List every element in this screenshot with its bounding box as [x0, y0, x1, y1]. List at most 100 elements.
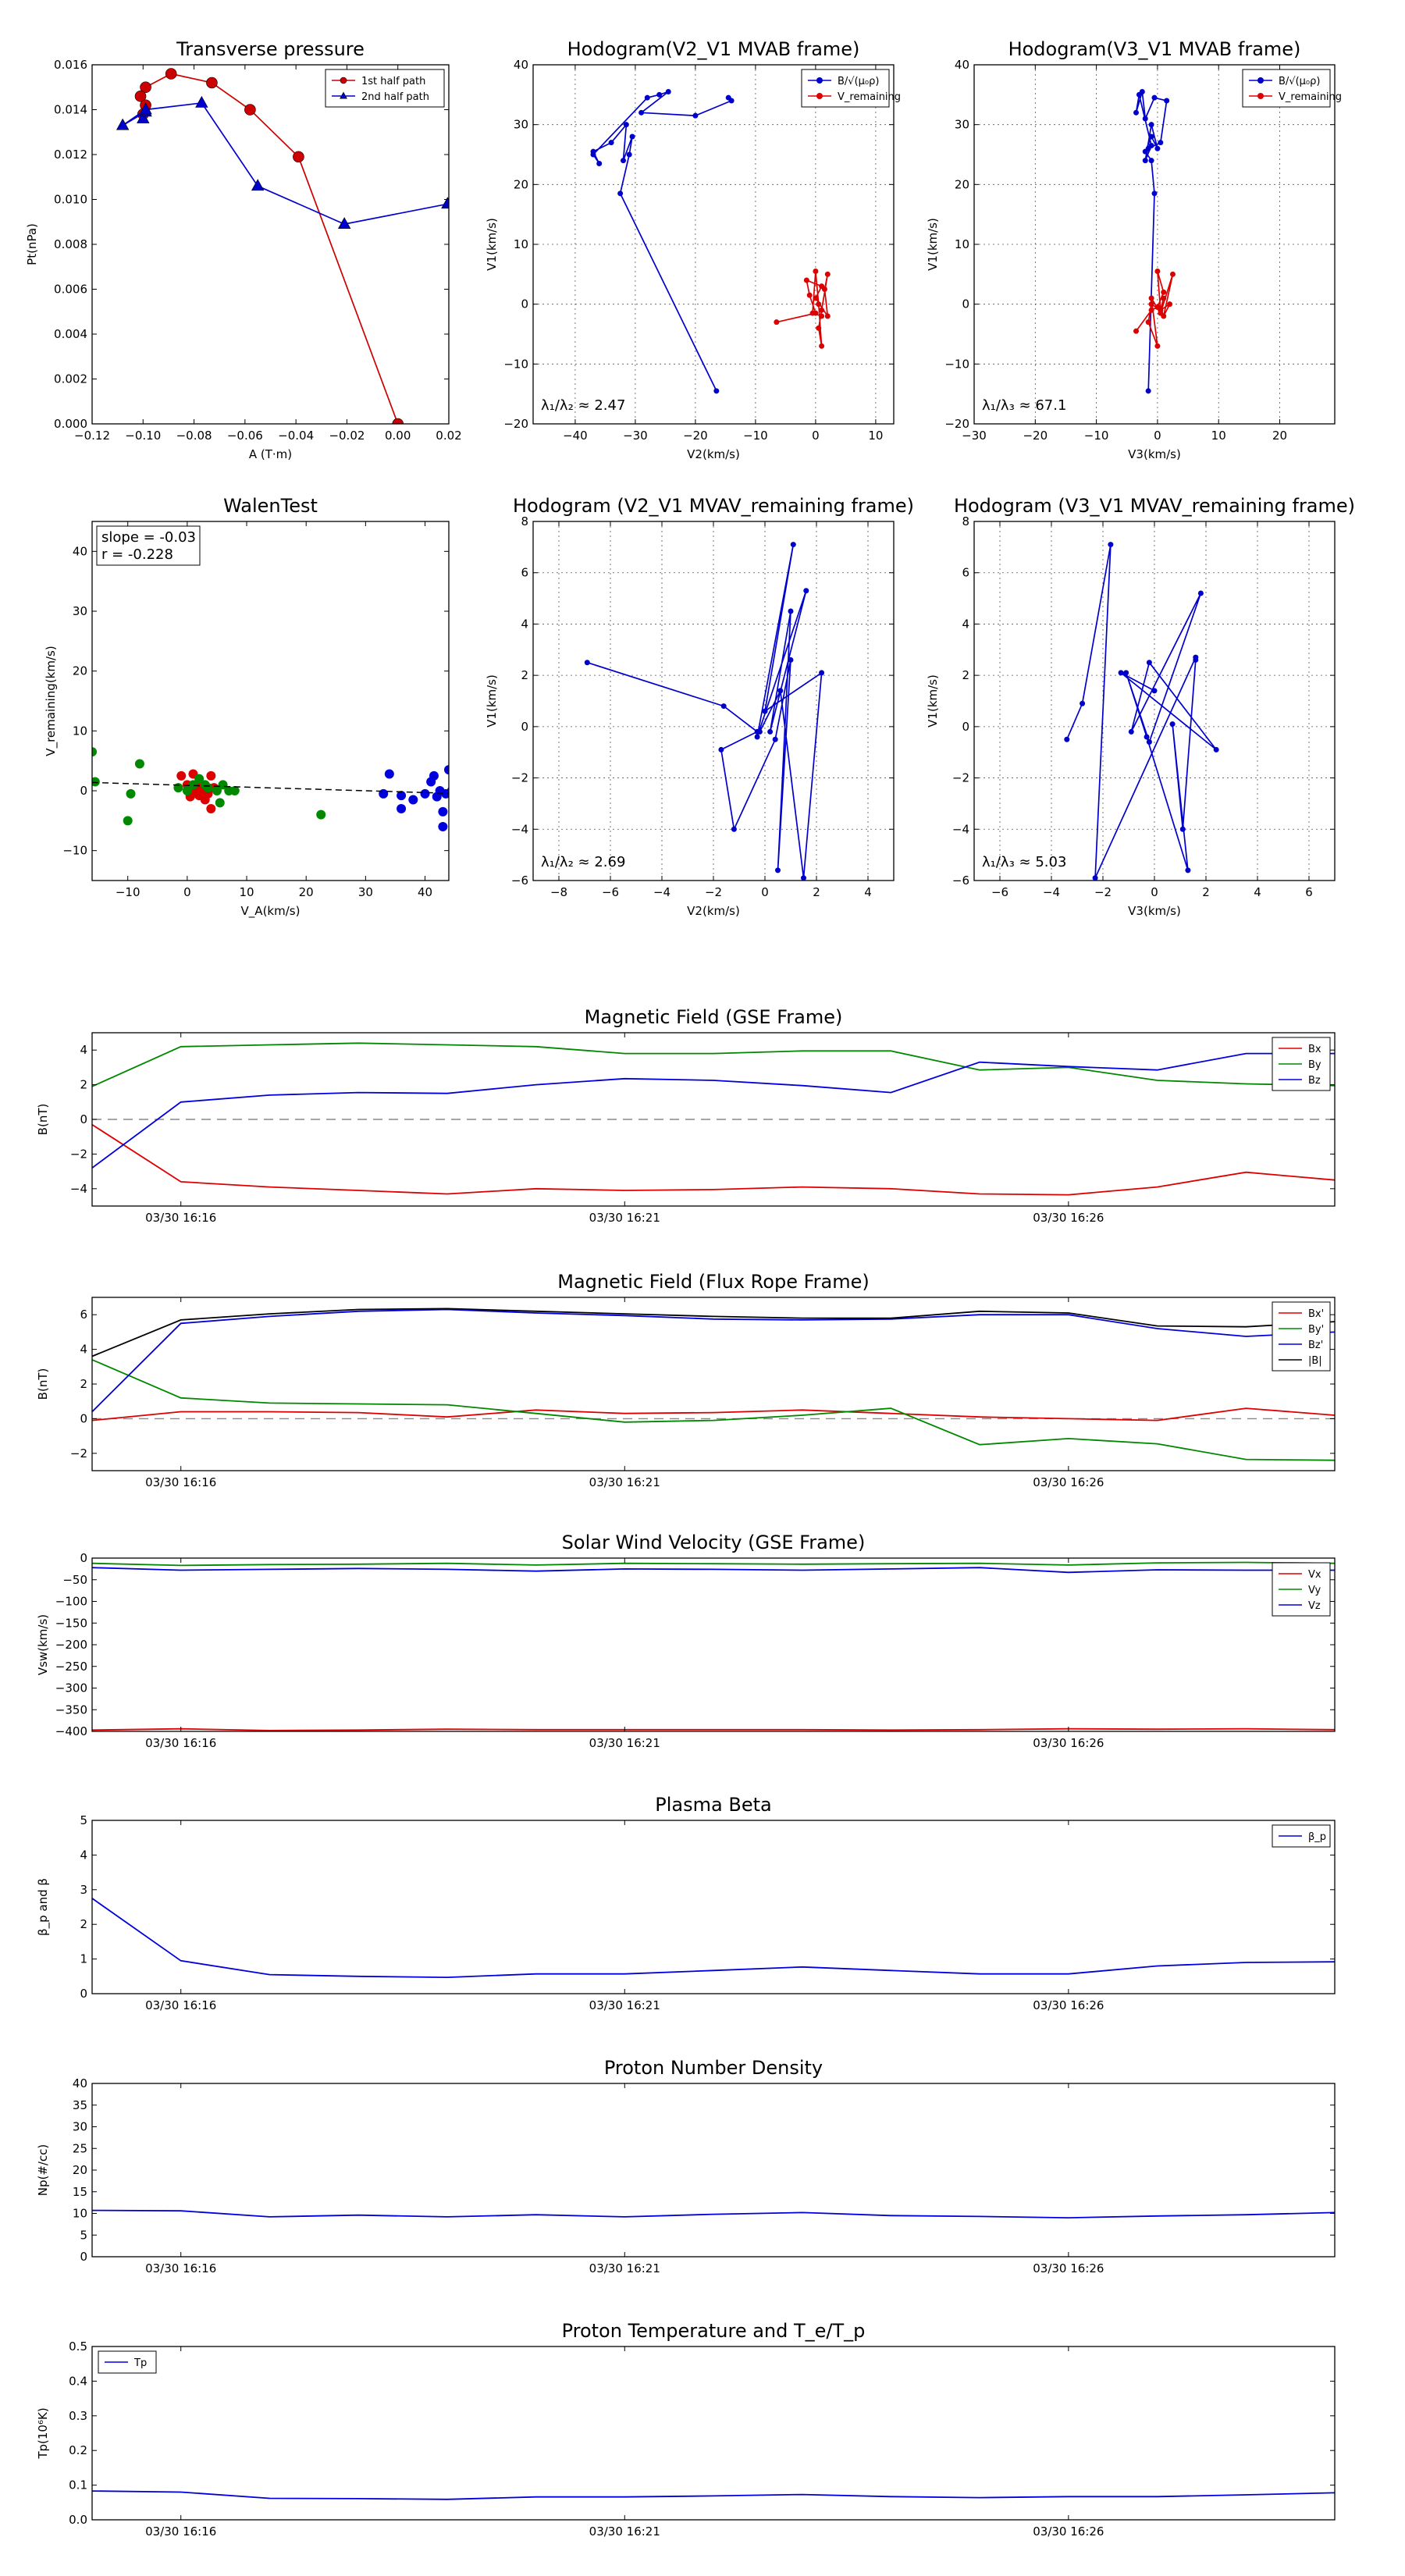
line-series: [1133, 269, 1176, 349]
y-tick-label: −300: [55, 1681, 87, 1695]
chart-title: Plasma Beta: [655, 1794, 771, 1816]
scatter-point: [379, 788, 389, 799]
chart-title: Hodogram (V3_V1 MVAV_remaining frame): [954, 495, 1355, 517]
series-line: [91, 1561, 1336, 1567]
plot-frame: [91, 1297, 1336, 1471]
data-point: [1179, 826, 1186, 832]
y-tick-label: 1: [80, 1952, 87, 1966]
data-point: [137, 111, 150, 123]
x-tick-label: 03/30 16:21: [589, 2524, 660, 2539]
data-point: [1146, 660, 1152, 666]
x-tick-label: 03/30 16:26: [1033, 1736, 1104, 1750]
data-point: [725, 94, 731, 101]
data-point: [762, 708, 768, 714]
y-axis-label: V1(km/s): [926, 674, 940, 728]
data-point: [1164, 98, 1170, 104]
y-axis-label: V1(km/s): [926, 218, 940, 271]
y-tick-label: 20: [955, 177, 969, 191]
legend-entry: Bz': [1279, 1340, 1323, 1351]
y-axis-label: β_p and β: [36, 1878, 51, 1936]
line-series: [774, 269, 831, 349]
y-tick-label: 0: [521, 297, 528, 311]
y-tick-label: 0.014: [54, 103, 87, 117]
x-tick-label: 03/30 16:21: [589, 1475, 660, 1489]
data-point: [140, 81, 151, 94]
series-line: [587, 544, 823, 878]
data-point: [1142, 116, 1148, 122]
eigen-ratio-annotation: λ₁/λ₂ ≈ 2.69: [541, 854, 625, 870]
data-point: [806, 292, 813, 298]
x-tick-label: −2: [1094, 885, 1112, 899]
x-tick-label: 0: [812, 429, 820, 443]
data-point: [1092, 875, 1098, 881]
legend-entry: Vx: [1279, 1569, 1321, 1581]
data-point: [644, 94, 650, 101]
legend: Vx Vy Vz: [1272, 1562, 1331, 1617]
x-tick-label: −20: [1023, 429, 1048, 443]
y-tick-label: 40: [955, 58, 969, 72]
data-point: [617, 190, 624, 197]
data-point: [819, 343, 825, 349]
series-line: [776, 271, 829, 347]
y-axis-label: V1(km/s): [485, 218, 499, 271]
y-tick-label: 0.4: [69, 2374, 87, 2388]
y-tick-label: 3: [80, 1883, 87, 1897]
data-point: [134, 90, 147, 102]
series-line: [91, 1727, 1336, 1731]
x-tick-label: 10: [868, 429, 883, 443]
eigen-ratio-annotation: λ₁/λ₃ ≈ 67.1: [982, 397, 1066, 414]
data-point: [1148, 158, 1154, 164]
y-tick-label: 10: [955, 237, 969, 251]
series-line: [91, 1308, 1336, 1357]
y-tick-label: 4: [521, 617, 528, 631]
y-tick-label: 40: [73, 544, 87, 558]
plot-frame: [973, 521, 1336, 881]
data-point: [819, 313, 825, 319]
data-point: [293, 151, 304, 163]
scatter-point: [441, 788, 449, 799]
x-tick-label: 2: [1202, 885, 1210, 899]
scatter-point: [206, 770, 216, 781]
x-axis-label: V3(km/s): [1128, 447, 1181, 461]
data-point: [1151, 190, 1158, 197]
data-point: [819, 670, 825, 676]
data-point: [1146, 739, 1152, 745]
data-point: [1154, 269, 1161, 274]
data-point: [819, 307, 825, 313]
chart-tp_temp: 0.0 0.1 0.2 0.3 0.4 0.5 03/30 16:16 03/30 16:21…: [36, 2320, 1336, 2539]
data-point: [1213, 746, 1219, 753]
y-tick-label: 25: [73, 2141, 87, 2155]
x-tick-label: 03/30 16:21: [589, 1998, 660, 2012]
x-tick-label: −0.10: [125, 429, 161, 443]
data-point: [692, 112, 699, 119]
legend-entry: B/√(μ₀ρ): [1249, 76, 1320, 87]
plot-area: [590, 89, 831, 394]
legend-box: [801, 69, 890, 108]
legend-entry: B/√(μ₀ρ): [808, 76, 879, 87]
data-point: [251, 179, 265, 191]
data-point: [754, 734, 760, 740]
data-point: [1154, 145, 1161, 151]
chart-beta: 0 1 2 3 4 5 03/30 16:16 03/30 16:21 03/30 16:26 P…: [36, 1794, 1336, 2012]
chart-title: Transverse pressure: [176, 38, 365, 60]
y-tick-label: 40: [514, 58, 528, 72]
x-tick-label: 20: [299, 885, 314, 899]
data-point: [340, 76, 347, 84]
y-tick-label: 6: [80, 1308, 87, 1322]
data-point: [1161, 289, 1167, 295]
y-tick-label: 30: [955, 118, 969, 132]
x-tick-label: 03/30 16:21: [589, 1736, 660, 1750]
y-tick-label: 20: [514, 177, 528, 191]
x-tick-label: −8: [550, 885, 567, 899]
plot-frame: [91, 2083, 1336, 2258]
scatter-point: [397, 804, 407, 813]
x-tick-label: 03/30 16:16: [145, 1475, 216, 1489]
x-tick-label: −4: [653, 885, 670, 899]
plot-area: [116, 68, 449, 424]
chart-walen: −10 0 10 20 30 40 −10 0 10 20 30 40 slope = -0.03r =…: [44, 495, 450, 919]
data-point: [1185, 867, 1191, 873]
y-tick-label: 0.2: [69, 2443, 87, 2457]
x-tick-label: −10: [116, 885, 140, 899]
y-tick-label: −350: [55, 1703, 87, 1717]
